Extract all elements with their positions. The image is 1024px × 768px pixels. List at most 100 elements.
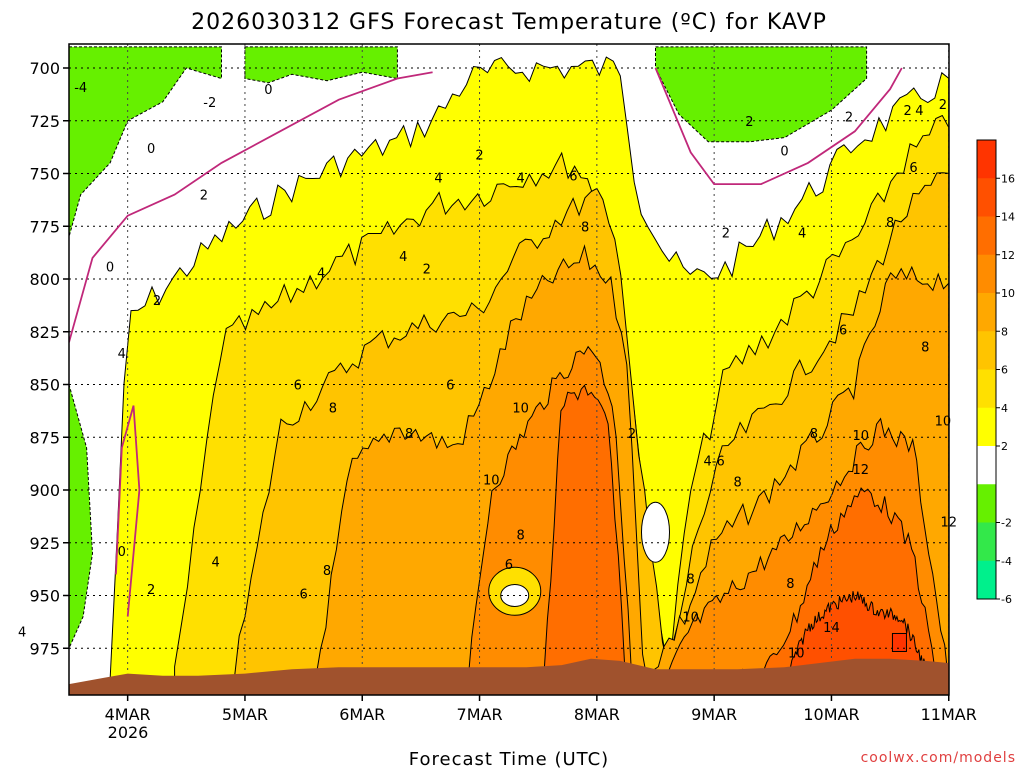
- x-tick-label: 9MAR: [691, 705, 737, 724]
- contour-value-label: 6: [505, 558, 513, 573]
- contour-value-label: -2: [203, 96, 216, 111]
- colorbar-swatch: [977, 293, 996, 332]
- contour-value-label: 2: [153, 294, 161, 309]
- contour-value-label: 6: [569, 170, 577, 185]
- y-tick-label: 825: [29, 323, 60, 342]
- y-tick-label: 900: [29, 481, 60, 500]
- ground-terrain: [69, 658, 949, 695]
- zero-isotherm-lower-left: [115, 405, 141, 617]
- contour-value-label: 12: [853, 463, 870, 478]
- colorbar-swatch: [977, 178, 996, 217]
- contour-value-label: 4: [434, 172, 442, 187]
- colorbar-swatch: [977, 369, 996, 409]
- contour-value-label: 4-6: [704, 454, 725, 469]
- contour-value-label: 8: [516, 528, 524, 543]
- contour-value-label: 8: [405, 427, 413, 442]
- y-axis: 700 725 750 775 800 825 850 875 900 925 950 975: [29, 59, 69, 658]
- temperature-fills: [69, 46, 949, 695]
- x-tick-label: 8MAR: [574, 705, 620, 724]
- contour-value-label: 2: [722, 227, 730, 242]
- contour-value-label: 2: [200, 189, 208, 204]
- y-tick-label: 725: [29, 112, 60, 131]
- colorbar-label: 14: [1001, 211, 1015, 224]
- colorbar-swatch: [977, 254, 996, 294]
- colorbar-label: 8: [1001, 325, 1008, 338]
- contour-value-label: 6: [299, 587, 307, 602]
- zero-isotherm-upper-right: [654, 67, 903, 186]
- x-year-label: 2026: [108, 723, 149, 742]
- contour-value-label: 0: [264, 83, 272, 98]
- contour-value-label: 14: [823, 621, 840, 636]
- colorbar-swatch: [977, 446, 996, 485]
- contour-value-label: 8: [786, 577, 794, 592]
- x-tick-label: 11MAR: [921, 705, 977, 724]
- contour-value-label: 10: [682, 611, 699, 626]
- contour-value-label: 6: [909, 161, 917, 176]
- contour-value-label: 2: [423, 262, 431, 277]
- contour-value-label: 6: [839, 324, 847, 339]
- x-axis: 4MAR 5MAR 6MAR 7MAR 8MAR 9MAR 10MAR 11MAR: [105, 695, 977, 724]
- y-tick-label: 850: [29, 376, 60, 395]
- colorbar-label: 6: [1001, 364, 1008, 377]
- contour-value-label: 2: [147, 583, 155, 598]
- contour-value-label: 0: [780, 144, 788, 159]
- y-tick-label: 775: [29, 217, 60, 236]
- y-tick-label: 750: [29, 165, 60, 184]
- colorbar-swatch: [977, 331, 996, 370]
- x-axis-title: Forecast Time (UTC): [409, 749, 609, 768]
- warm-core-16c: [891, 632, 907, 652]
- contour-value-label: 10: [788, 646, 805, 661]
- contour-value-label: 10: [512, 402, 529, 417]
- subzero-region-top-mid: [244, 46, 398, 84]
- contour-value-label: 2: [475, 149, 483, 164]
- x-tick-label: 7MAR: [457, 705, 503, 724]
- zero-isotherm-upper-left: [69, 71, 433, 343]
- contour-value-label: 6: [446, 379, 454, 394]
- y-tick-label: 800: [29, 270, 60, 289]
- colorbar-label: 12: [1001, 249, 1015, 262]
- contour-value-label: 6: [294, 379, 302, 394]
- x-tick-label: 10MAR: [803, 705, 859, 724]
- contour-value-label: 4: [798, 227, 806, 242]
- contour-value-label: 8: [733, 476, 741, 491]
- contour-value-label: 10: [935, 414, 952, 429]
- contour-value-label: 4: [211, 556, 219, 571]
- y-tick-label: 875: [29, 428, 60, 447]
- contour-value-label: 8: [581, 220, 589, 235]
- contour-value-label: 8: [810, 427, 818, 442]
- contour-value-label: 10: [483, 473, 500, 488]
- colorbar-label: 2: [1001, 440, 1008, 453]
- contour-value-label: -4: [74, 81, 87, 96]
- colorbar-label: -2: [1001, 517, 1012, 530]
- contour-value-label: 4: [516, 172, 524, 187]
- contour-value-label: 8: [323, 564, 331, 579]
- contour-value-label: 8: [886, 216, 894, 231]
- x-tick-label: 4MAR: [105, 705, 151, 724]
- contour-value-label: 4: [399, 250, 407, 265]
- colorbar-label: -6: [1001, 593, 1012, 606]
- subzero-region-top-right: [655, 46, 868, 143]
- chart-title: 2026030312 GFS Forecast Temperature (ºC)…: [191, 10, 827, 35]
- contour-value-label: 0: [118, 545, 126, 560]
- contour-value-label: 2: [745, 115, 753, 130]
- colorbar-label: 4: [1001, 402, 1008, 415]
- colorbar-label: -4: [1001, 555, 1012, 568]
- contour-value-label: 4: [18, 625, 26, 640]
- plot-frame: [68, 43, 950, 696]
- contour-value-label: 2: [845, 111, 853, 126]
- contour-value-label: 4: [915, 104, 923, 119]
- y-tick-label: 925: [29, 534, 60, 553]
- contour-value-label: 2: [904, 104, 912, 119]
- contour-value-label: 8: [329, 402, 337, 417]
- contour-value-label: 8: [921, 341, 929, 356]
- credit-text: coolwx.com/models: [861, 750, 1016, 766]
- x-tick-label: 6MAR: [339, 705, 385, 724]
- colorbar-swatch: [977, 522, 996, 562]
- contour-lines: [69, 67, 903, 617]
- colorbar-swatch: [977, 484, 996, 523]
- y-tick-label: 950: [29, 587, 60, 606]
- colorbar-swatch: [977, 407, 996, 447]
- contour-value-label: 4: [317, 267, 325, 282]
